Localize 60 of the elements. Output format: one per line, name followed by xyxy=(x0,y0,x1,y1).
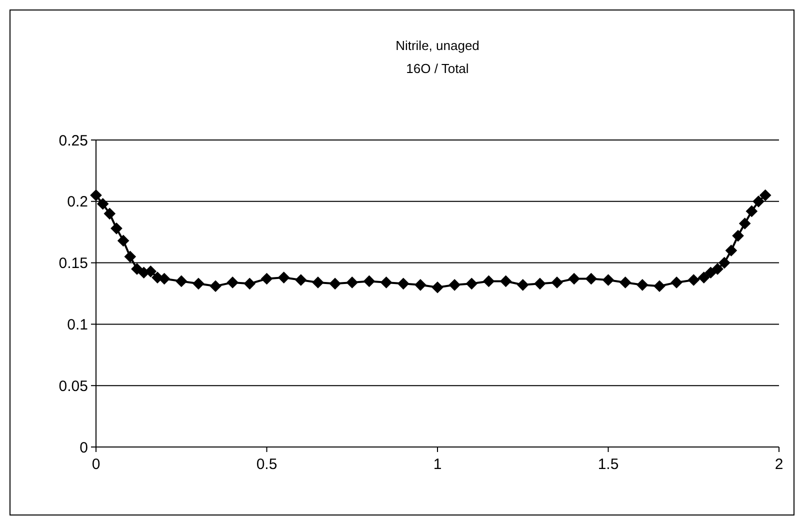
point xyxy=(568,272,580,285)
y-tick-label: 0.2 xyxy=(67,194,88,211)
point xyxy=(110,222,122,234)
point xyxy=(725,244,738,256)
x-tick-label: 0 xyxy=(92,456,100,473)
x-tick-label: 1 xyxy=(433,456,442,473)
point xyxy=(96,198,109,210)
point xyxy=(312,276,324,288)
x-tick-label: 2 xyxy=(774,456,784,473)
point xyxy=(670,276,682,288)
point xyxy=(278,272,290,284)
point xyxy=(414,278,426,291)
point xyxy=(585,272,598,285)
point xyxy=(534,278,546,290)
point xyxy=(260,272,273,285)
y-tick-label: 0.05 xyxy=(58,378,88,395)
point xyxy=(432,281,444,294)
point xyxy=(124,250,136,263)
point xyxy=(619,276,632,288)
point xyxy=(698,272,710,284)
y-tick-label: 0 xyxy=(80,439,88,456)
point xyxy=(482,275,495,288)
point xyxy=(117,234,130,247)
point xyxy=(466,278,478,290)
point xyxy=(551,276,563,288)
y-tick-label: 0.25 xyxy=(58,132,88,150)
chart-subtitle: 16O / Total xyxy=(406,61,469,76)
point xyxy=(226,276,239,288)
point xyxy=(104,208,116,220)
point xyxy=(704,266,717,279)
point xyxy=(718,256,730,269)
point xyxy=(654,280,666,292)
point xyxy=(688,274,700,286)
point xyxy=(380,276,392,288)
y-tick-label: 0.1 xyxy=(67,316,88,334)
point xyxy=(329,278,341,290)
point xyxy=(712,263,724,275)
point xyxy=(210,280,222,292)
point xyxy=(752,195,764,208)
point xyxy=(346,276,358,288)
point xyxy=(244,278,256,290)
point xyxy=(746,205,758,218)
point xyxy=(759,189,772,202)
point xyxy=(636,278,648,291)
point xyxy=(500,275,512,288)
x-tick-label: 1.5 xyxy=(598,456,619,473)
chart-title: Nitrile, unaged xyxy=(396,38,480,53)
y-tick-label: 0.15 xyxy=(58,255,88,272)
point xyxy=(175,275,188,288)
point xyxy=(397,278,410,290)
point xyxy=(448,278,460,291)
point xyxy=(738,218,751,230)
point xyxy=(90,189,102,202)
x-tick-label: 0.5 xyxy=(256,456,278,473)
point xyxy=(516,278,529,291)
point xyxy=(363,275,376,288)
point xyxy=(602,274,614,286)
point xyxy=(294,274,307,286)
point xyxy=(732,230,744,242)
point xyxy=(192,278,204,290)
